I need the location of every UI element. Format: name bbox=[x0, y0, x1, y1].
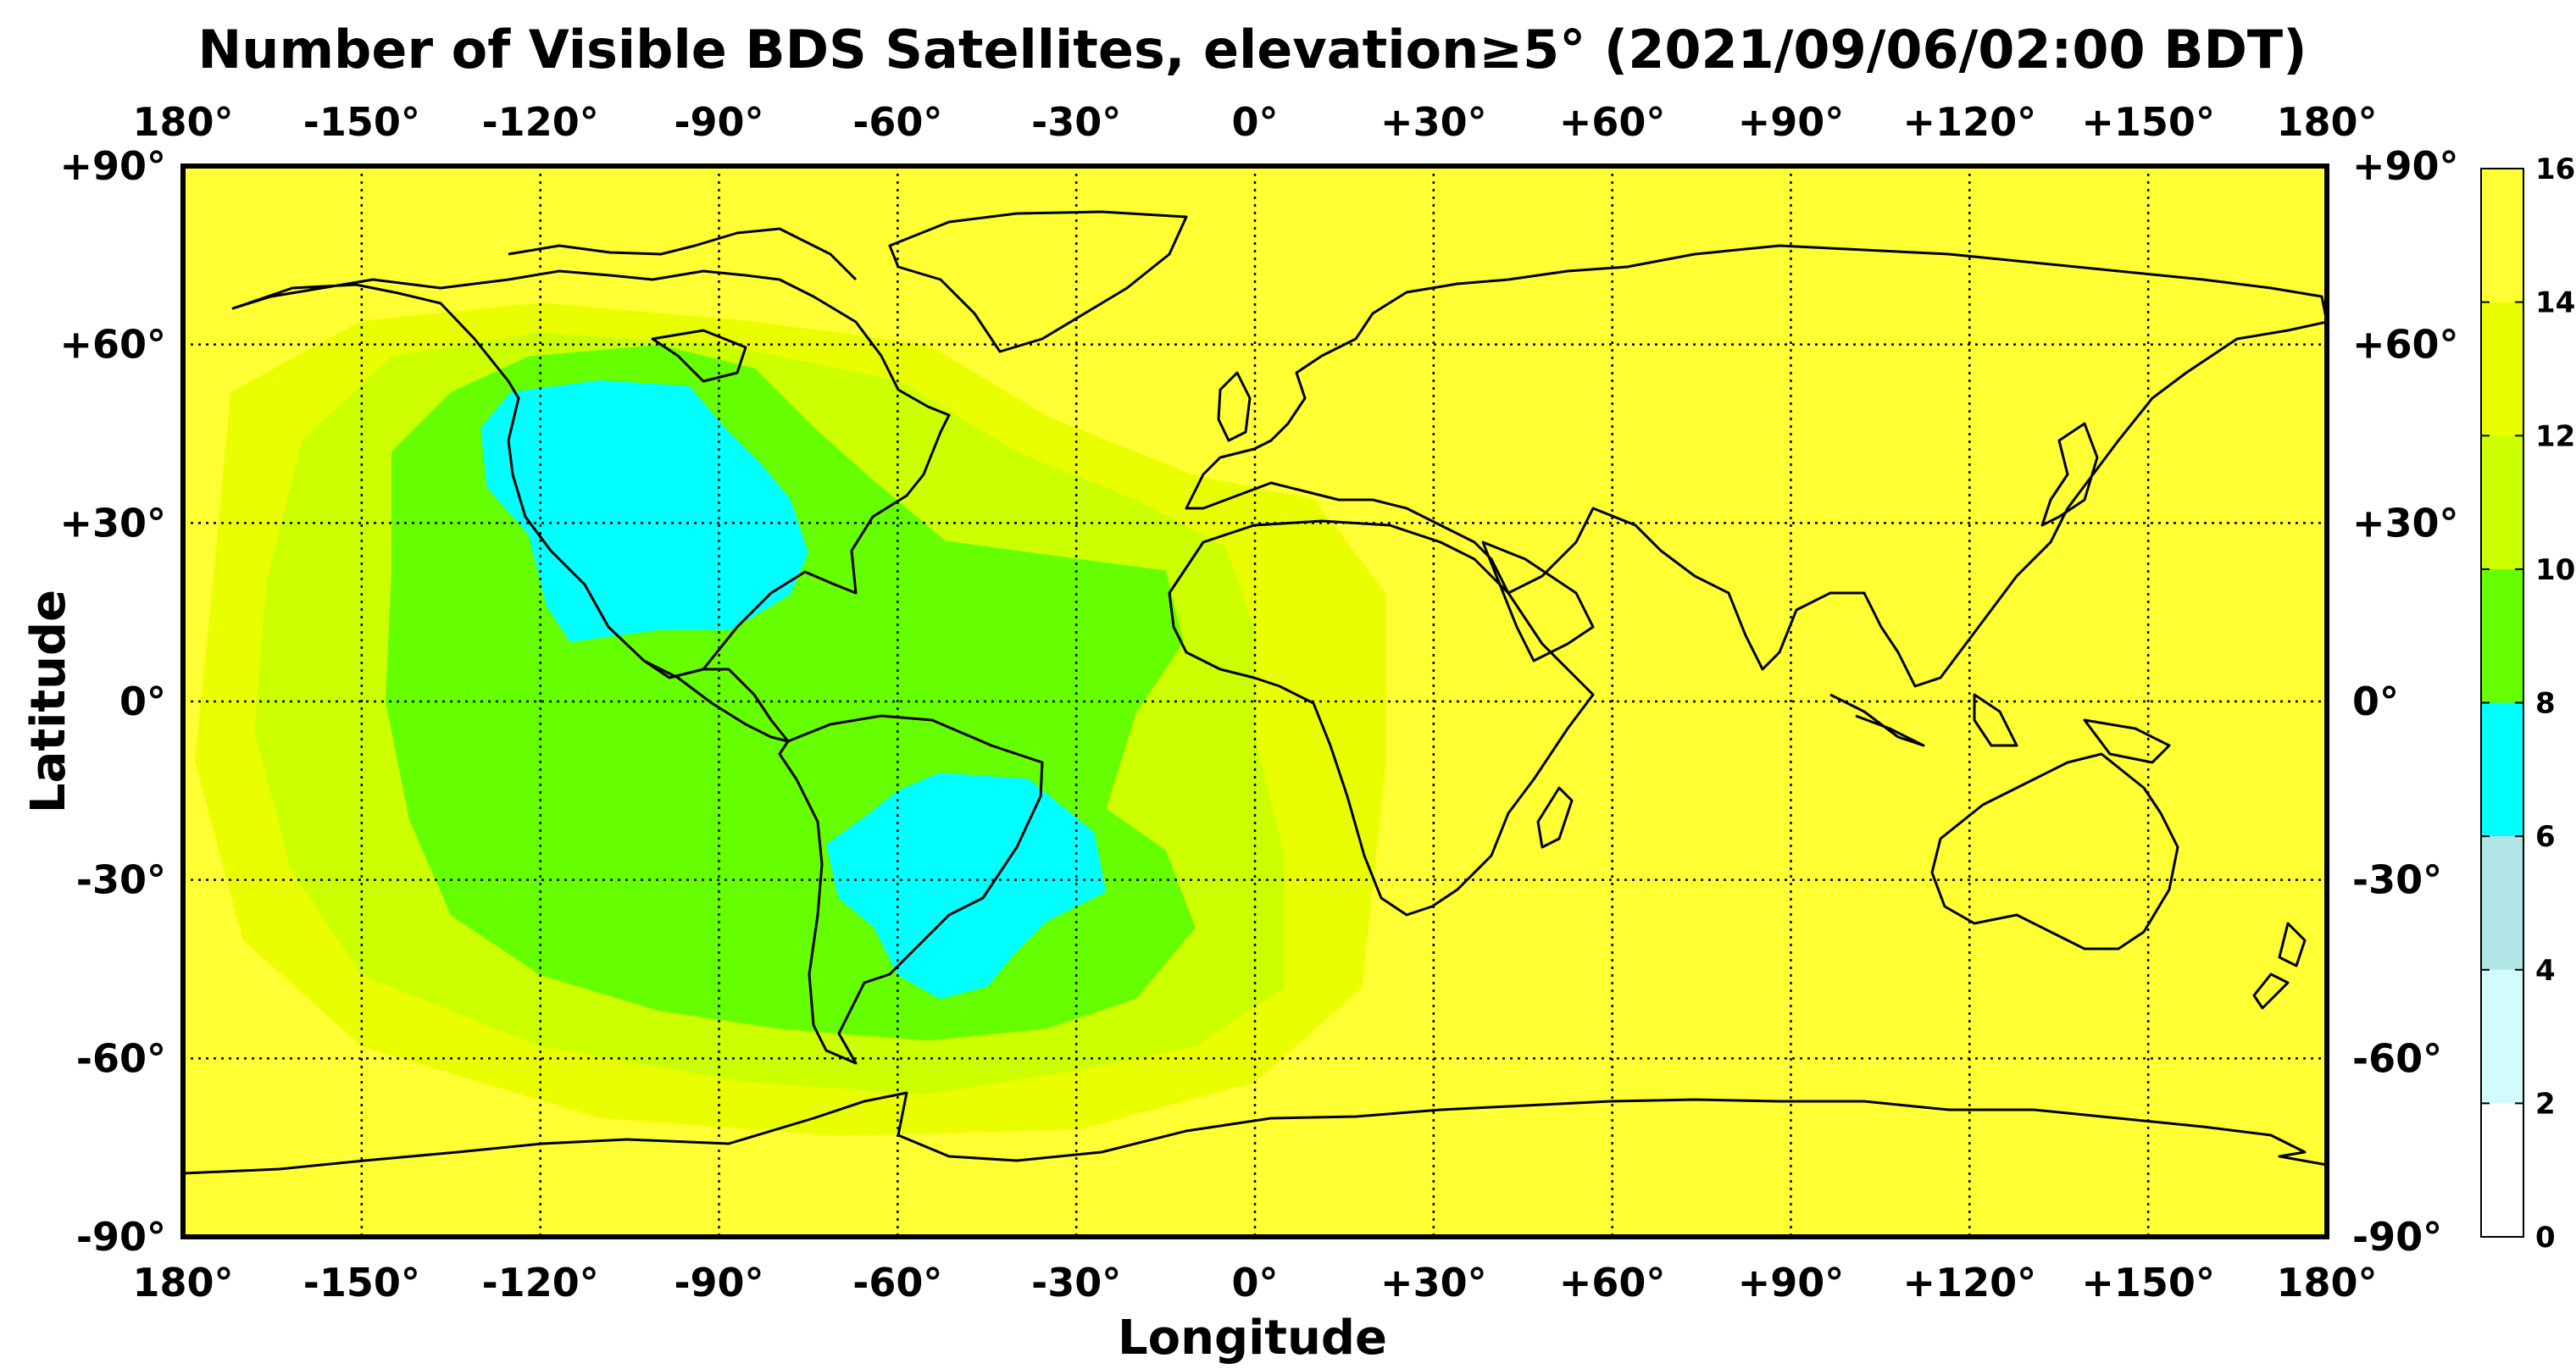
longitude-tick-label: -120° bbox=[482, 99, 599, 145]
colorbar-tick-label: 12 bbox=[2535, 419, 2575, 453]
coastline-madagascar bbox=[1536, 786, 1574, 849]
coverage-region-4 bbox=[480, 380, 808, 642]
latitude-tick-label: -90° bbox=[2352, 1214, 2442, 1260]
colorbar-band bbox=[2481, 969, 2523, 1104]
colorbar-band bbox=[2481, 568, 2523, 703]
latitude-tick-label: +90° bbox=[2352, 143, 2459, 189]
colorbar-band bbox=[2481, 435, 2523, 569]
latitude-tick-label: -60° bbox=[76, 1035, 166, 1081]
longitude-tick-label: +60° bbox=[1559, 1260, 1666, 1305]
colorbar-tick-label: 8 bbox=[2535, 687, 2556, 721]
latitude-tick-label: -60° bbox=[2352, 1035, 2442, 1081]
coastline-arabia bbox=[1481, 540, 1595, 662]
coastline-australia bbox=[1930, 752, 2179, 951]
longitude-tick-label: -60° bbox=[852, 99, 942, 145]
latitude-tick-label: -90° bbox=[76, 1214, 166, 1260]
longitude-tick-label: -30° bbox=[1031, 1260, 1121, 1305]
coverage-regions bbox=[195, 302, 1386, 1136]
colorbar-tick-label: 10 bbox=[2535, 553, 2575, 587]
y-axis-label: Latitude bbox=[21, 590, 76, 813]
colorbar-tick-label: 16 bbox=[2535, 152, 2575, 186]
longitude-tick-label: +30° bbox=[1380, 99, 1487, 145]
map-frame bbox=[180, 164, 2329, 1239]
latitude-tick-label: -30° bbox=[76, 857, 166, 903]
latitude-tick-label: 0° bbox=[119, 679, 166, 724]
longitude-tick-label: -30° bbox=[1031, 99, 1121, 145]
longitude-tick-label: +60° bbox=[1559, 99, 1666, 145]
longitude-tick-label: 0° bbox=[1231, 1260, 1278, 1305]
coastline-greenland bbox=[888, 210, 1188, 353]
coastline-japan bbox=[2040, 422, 2099, 527]
latitude-tick-label: +60° bbox=[2352, 322, 2459, 368]
longitude-tick-label: +120° bbox=[1903, 99, 2037, 145]
latitude-tick-label: 0° bbox=[2352, 679, 2399, 724]
latitude-tick-label: +30° bbox=[2352, 500, 2459, 546]
colorbar-tick-label: 2 bbox=[2535, 1087, 2556, 1121]
latitude-ticks-left: +90° +60° +30° 0° -30° -60° -90° bbox=[59, 143, 166, 1260]
latitude-ticks-right: +90° +60° +30° 0° -30° -60° -90° bbox=[2352, 143, 2459, 1260]
colorbar-band bbox=[2481, 836, 2523, 970]
colorbar-tick-label: 14 bbox=[2535, 286, 2575, 320]
coastline-eurasia bbox=[1185, 244, 2327, 688]
coastline-north-america bbox=[231, 269, 951, 679]
coastline-africa bbox=[1168, 519, 1595, 917]
latitude-tick-label: -30° bbox=[2352, 857, 2442, 903]
longitude-tick-label: +30° bbox=[1380, 1260, 1487, 1305]
coastline-new-zealand bbox=[2252, 922, 2307, 1010]
coastline-uk bbox=[1217, 371, 1252, 442]
colorbar-band bbox=[2481, 302, 2523, 436]
longitude-tick-label: 180° bbox=[132, 99, 233, 145]
longitude-tick-label: 180° bbox=[2276, 99, 2377, 145]
longitude-tick-label: +90° bbox=[1738, 99, 1845, 145]
colorbar-band bbox=[2481, 169, 2523, 302]
longitude-tick-label: -60° bbox=[852, 1260, 942, 1305]
colorbar-tick-label: 6 bbox=[2535, 820, 2556, 854]
x-axis-label: Longitude bbox=[1118, 1311, 1387, 1366]
map-plot-area bbox=[183, 166, 2327, 1237]
coastline-canada-islands bbox=[508, 227, 858, 383]
coastline-southeast-asia-islands bbox=[1829, 693, 2171, 764]
longitude-tick-label: 180° bbox=[2276, 1260, 2377, 1305]
longitude-tick-label: -120° bbox=[482, 1260, 599, 1305]
coastline-south-america bbox=[778, 714, 1044, 1065]
longitude-tick-label: +150° bbox=[2081, 99, 2215, 145]
latitude-tick-label: +30° bbox=[59, 500, 166, 546]
longitude-ticks-bottom: 180° -150° -120° -90° -60° -30° 0° +30° +60° +90°… bbox=[132, 1260, 2377, 1305]
longitude-tick-label: +90° bbox=[1738, 1260, 1845, 1305]
longitude-tick-label: -90° bbox=[674, 1260, 763, 1305]
coastlines bbox=[183, 210, 2327, 1175]
longitude-tick-label: 180° bbox=[132, 1260, 233, 1305]
latitude-tick-label: +60° bbox=[59, 322, 166, 368]
colorbar-tick-label: 0 bbox=[2535, 1221, 2556, 1255]
colorbar-ticks: 0 2 4 6 8 10 12 14 16 bbox=[2481, 152, 2575, 1255]
coastline-central-america bbox=[643, 659, 790, 743]
longitude-tick-label: -150° bbox=[303, 99, 420, 145]
colorbar-band bbox=[2481, 1103, 2523, 1237]
coastline-antarctica bbox=[183, 1091, 2327, 1175]
colorbar-band bbox=[2481, 702, 2523, 837]
latitude-tick-label: +90° bbox=[59, 143, 166, 189]
longitude-tick-label: +120° bbox=[1903, 1260, 2037, 1305]
longitude-tick-label: -90° bbox=[674, 99, 763, 145]
colorbar-tick-label: 4 bbox=[2535, 954, 2556, 988]
graticule bbox=[183, 166, 2327, 1237]
longitude-tick-label: +150° bbox=[2081, 1260, 2215, 1305]
longitude-tick-label: 0° bbox=[1231, 99, 1278, 145]
longitude-tick-label: -150° bbox=[303, 1260, 420, 1305]
chart-title: Number of Visible BDS Satellites, elevat… bbox=[197, 19, 2307, 80]
longitude-ticks-top: 180° -150° -120° -90° -60° -30° 0° +30° +60° +90°… bbox=[132, 99, 2377, 145]
coverage-region-5 bbox=[826, 773, 1107, 1000]
